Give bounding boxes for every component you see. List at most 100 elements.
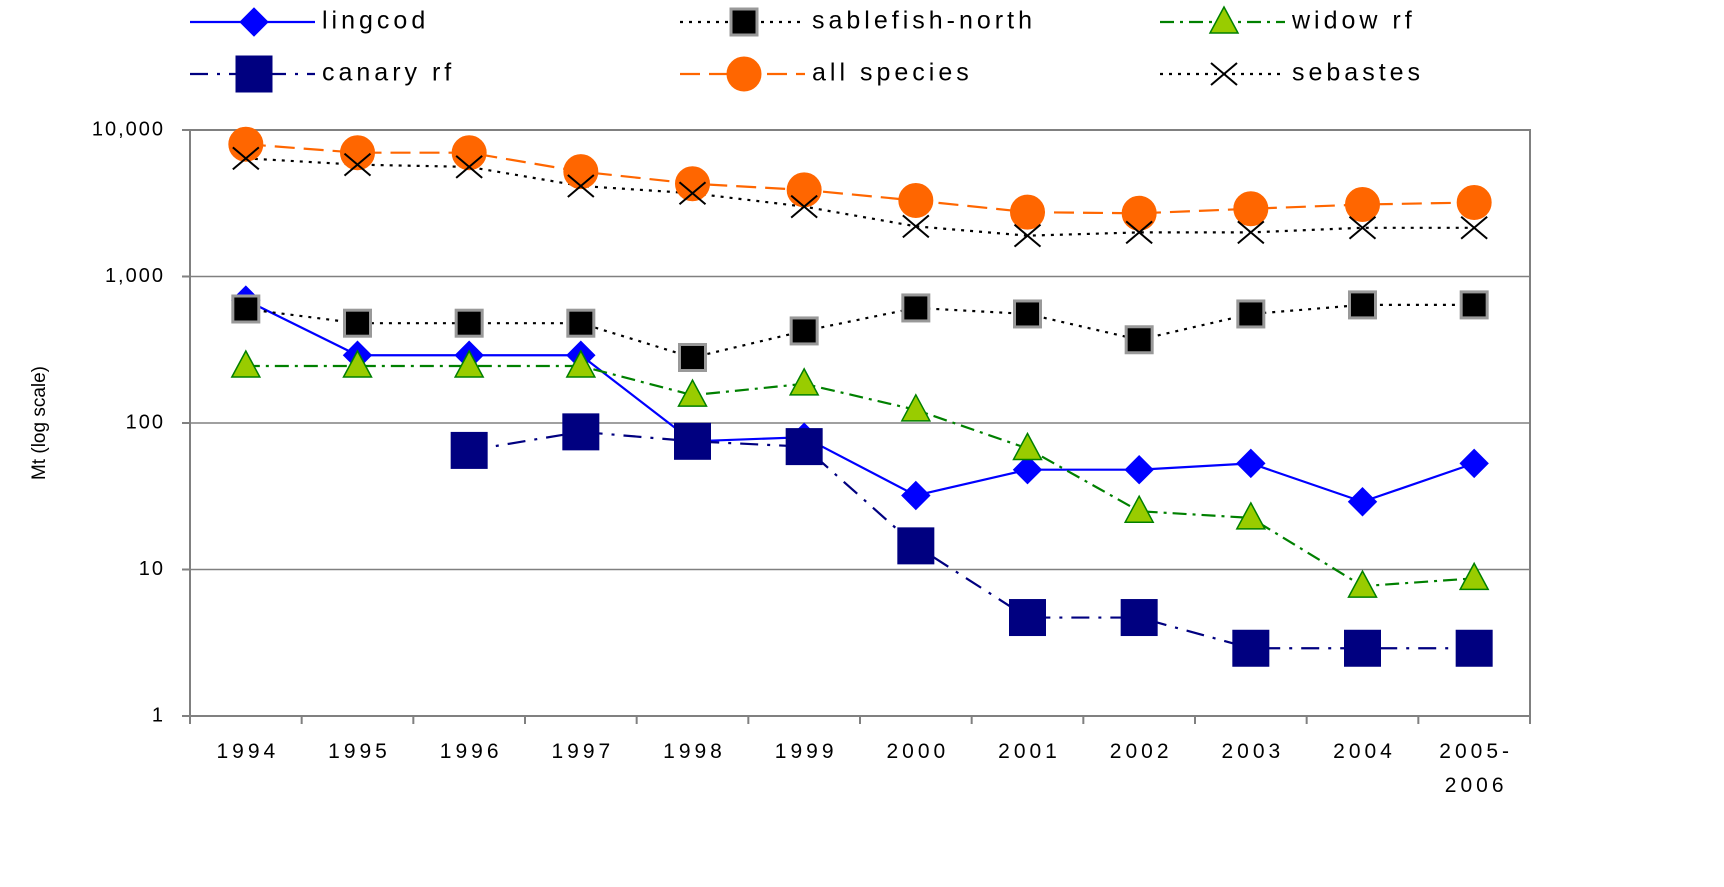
series-line (245, 299, 1475, 503)
marker (566, 308, 596, 338)
marker (786, 172, 822, 208)
legend-label: sebastes (1292, 59, 1424, 87)
legend-label: lingcod (322, 7, 429, 35)
x-tick-label: 2000 (886, 740, 950, 763)
marker (1123, 494, 1155, 523)
series-line (245, 143, 1475, 215)
marker (1456, 184, 1492, 220)
marker (898, 183, 934, 219)
marker (1013, 223, 1042, 248)
marker (1459, 290, 1489, 320)
x-tick-label: 2004 (1333, 740, 1396, 763)
marker (1013, 299, 1042, 329)
marker (1009, 599, 1046, 637)
x-tick-label: 2002 (1109, 740, 1173, 763)
marker (1344, 629, 1381, 667)
marker (1125, 220, 1153, 245)
x-tick-label: 1995 (328, 740, 391, 763)
legend-label: canary rf (322, 59, 455, 87)
marker (902, 214, 930, 239)
x-tick-label: 1997 (551, 740, 615, 763)
marker (565, 349, 597, 378)
legend-label: sablefish-north (812, 7, 1036, 35)
x-tick-label: 2001 (998, 740, 1061, 763)
marker (1121, 195, 1157, 231)
marker (1348, 290, 1377, 320)
marker (562, 413, 600, 451)
marker (785, 428, 823, 466)
marker (675, 166, 710, 202)
x-tick-label: 1998 (663, 740, 726, 763)
marker (340, 135, 375, 171)
x-tick-label: 2005- 2006 (1439, 740, 1514, 797)
marker (729, 7, 759, 37)
marker (674, 422, 711, 460)
series-line (468, 430, 1475, 650)
marker (1124, 454, 1154, 485)
marker (1235, 501, 1267, 530)
marker (1347, 569, 1378, 598)
marker (1348, 216, 1377, 240)
marker (453, 349, 485, 378)
marker (677, 378, 708, 407)
marker (232, 146, 260, 171)
y-tick-label: 10,000 (92, 118, 165, 140)
marker (231, 294, 261, 324)
x-tick-label: 1999 (774, 740, 838, 763)
marker (343, 152, 372, 177)
marker (1012, 431, 1043, 461)
marker (1232, 629, 1270, 667)
marker (1455, 629, 1493, 667)
marker (1458, 561, 1490, 591)
y-tick-label: 10 (139, 558, 165, 580)
marker (789, 316, 819, 346)
marker (1010, 194, 1045, 230)
marker (1347, 487, 1378, 517)
marker (897, 527, 935, 565)
marker (1237, 220, 1265, 245)
marker (1459, 448, 1489, 479)
marker (450, 431, 488, 469)
marker (342, 349, 373, 378)
marker (1236, 299, 1266, 329)
marker (1210, 62, 1238, 86)
marker (678, 342, 707, 372)
marker (901, 480, 931, 511)
marker (230, 349, 262, 378)
x-tick-label: 1996 (439, 740, 503, 763)
marker (567, 174, 595, 198)
marker (563, 154, 599, 190)
marker (1012, 454, 1043, 485)
x-tick-label: 1994 (216, 740, 280, 763)
marker (1233, 191, 1269, 227)
marker (451, 135, 487, 171)
legend-label: all species (812, 59, 973, 87)
marker (788, 367, 820, 396)
marker (790, 194, 818, 219)
marker (1460, 216, 1488, 240)
series-line (245, 303, 1475, 359)
y-tick-label: 1 (152, 704, 165, 726)
marker (901, 293, 931, 323)
marker (455, 155, 483, 179)
series-line (245, 364, 1475, 588)
series-line (245, 157, 1475, 237)
marker (1345, 187, 1380, 223)
marker (343, 308, 372, 338)
marker (678, 181, 707, 206)
y-tick-label: 1,000 (105, 265, 165, 287)
marker (235, 55, 273, 93)
marker (1208, 5, 1240, 34)
marker (1124, 325, 1154, 355)
x-tick-label: 2003 (1221, 740, 1285, 763)
marker (900, 393, 932, 422)
y-axis-label: Mt (log scale) (29, 366, 50, 480)
marker (1120, 599, 1158, 637)
marker (228, 126, 264, 162)
legend-label: widow rf (1291, 7, 1416, 35)
y-tick-label: 100 (126, 411, 165, 433)
marker (454, 308, 484, 338)
marker (239, 7, 269, 37)
